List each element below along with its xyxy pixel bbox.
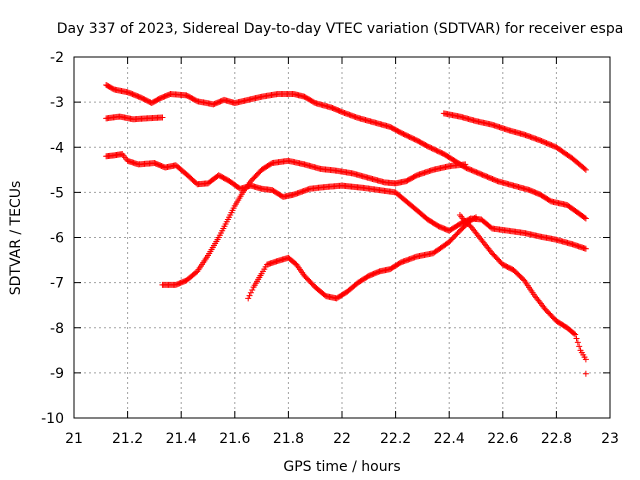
y-axis-label: SDTVAR / TECUs (8, 181, 24, 296)
grid-lines (74, 57, 610, 418)
y-tick-label: -4 (50, 140, 64, 156)
y-tick-label: -2 (50, 50, 64, 66)
data-point (245, 295, 252, 302)
data-point (246, 292, 253, 299)
chart-title: Day 337 of 2023, Sidereal Day-to-day VTE… (57, 21, 624, 37)
data-point (582, 215, 589, 222)
data-point (247, 289, 254, 296)
data-point (159, 114, 166, 121)
data-point (582, 245, 589, 252)
series-satellite-g (456, 211, 589, 377)
data-point (574, 339, 581, 346)
series-satellite-f (440, 110, 589, 173)
x-tick-label: 21.4 (166, 431, 197, 447)
x-tick-label: 22 (333, 431, 351, 447)
y-tick-label: -6 (50, 231, 64, 247)
data-point (582, 166, 589, 173)
data-point (473, 214, 479, 221)
y-tick-label: -10 (41, 411, 64, 427)
y-tick-label: -3 (50, 95, 64, 111)
series-satellite-b (103, 113, 166, 123)
series-satellite-d (159, 157, 469, 288)
data-point (462, 161, 469, 168)
series-satellite-c (103, 151, 589, 252)
x-tick-label: 23 (601, 431, 619, 447)
axis-ticks: 21 21.2 21.4 21.6 21.8 22 22.2 22.4 22.6 22.8 23 -1… (41, 50, 619, 447)
x-tick-label: 22.8 (541, 431, 572, 447)
data-point (573, 335, 580, 342)
data-point (581, 214, 588, 221)
x-tick-label: 21.6 (219, 431, 250, 447)
x-tick-label: 22.4 (434, 431, 465, 447)
data-points (103, 81, 589, 377)
data-point (571, 330, 578, 337)
data-point (572, 331, 579, 338)
y-tick-label: -5 (50, 185, 64, 201)
data-point (582, 370, 589, 377)
data-point (249, 286, 256, 293)
x-axis-label: GPS time / hours (283, 459, 400, 475)
y-tick-label: -9 (50, 366, 64, 382)
x-tick-label: 21.8 (273, 431, 304, 447)
data-point (582, 356, 589, 363)
y-tick-label: -7 (50, 276, 64, 292)
data-point (471, 214, 478, 221)
x-tick-label: 21.2 (112, 431, 143, 447)
x-tick-label: 21 (65, 431, 83, 447)
data-point (581, 165, 588, 172)
data-point (466, 222, 473, 229)
y-tick-label: -8 (50, 321, 64, 337)
series-satellite-a (103, 81, 589, 222)
x-tick-label: 22.6 (487, 431, 518, 447)
x-tick-label: 22.2 (380, 431, 411, 447)
data-point (576, 343, 583, 350)
